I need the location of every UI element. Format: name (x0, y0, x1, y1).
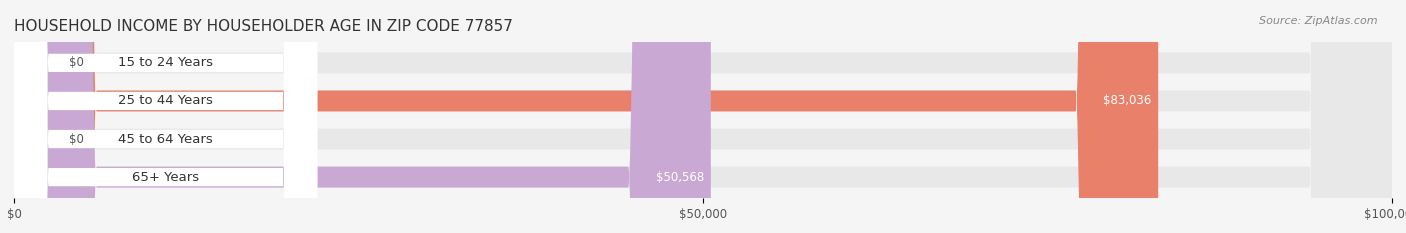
FancyBboxPatch shape (14, 0, 318, 233)
Text: 15 to 24 Years: 15 to 24 Years (118, 56, 214, 69)
FancyBboxPatch shape (14, 0, 48, 233)
Text: 25 to 44 Years: 25 to 44 Years (118, 94, 214, 107)
Text: $83,036: $83,036 (1104, 94, 1152, 107)
FancyBboxPatch shape (14, 0, 318, 233)
FancyBboxPatch shape (14, 0, 1392, 233)
FancyBboxPatch shape (14, 0, 1392, 233)
FancyBboxPatch shape (14, 0, 1392, 233)
FancyBboxPatch shape (14, 0, 318, 233)
Text: Source: ZipAtlas.com: Source: ZipAtlas.com (1260, 16, 1378, 26)
FancyBboxPatch shape (14, 0, 1159, 233)
FancyBboxPatch shape (14, 0, 711, 233)
FancyBboxPatch shape (14, 0, 48, 233)
FancyBboxPatch shape (14, 0, 318, 233)
Text: HOUSEHOLD INCOME BY HOUSEHOLDER AGE IN ZIP CODE 77857: HOUSEHOLD INCOME BY HOUSEHOLDER AGE IN Z… (14, 19, 513, 34)
Text: $50,568: $50,568 (655, 171, 704, 184)
Text: 65+ Years: 65+ Years (132, 171, 200, 184)
Text: 45 to 64 Years: 45 to 64 Years (118, 133, 212, 146)
FancyBboxPatch shape (14, 0, 1392, 233)
Text: $0: $0 (69, 133, 84, 146)
Text: $0: $0 (69, 56, 84, 69)
